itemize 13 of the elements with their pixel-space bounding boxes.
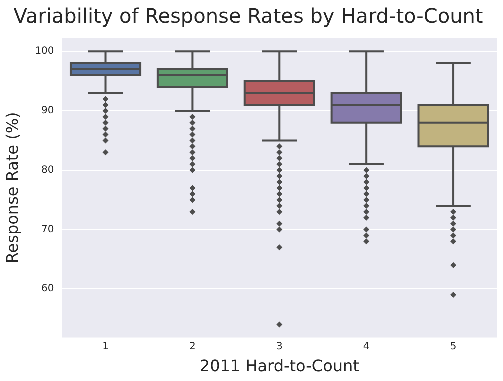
x-tick-label: 4 [363, 341, 370, 352]
y-tick-label: 70 [42, 224, 54, 236]
chart-title: Variability of Response Rates by Hard-to-Count [14, 4, 484, 28]
x-tick-label: 2 [190, 341, 196, 352]
y-axis-title: Response Rate (%) [2, 112, 22, 264]
x-tick-label: 1 [102, 341, 109, 352]
x-tick-label: 5 [450, 341, 457, 352]
y-tick-label: 60 [42, 284, 54, 295]
x-axis-title: 2011 Hard-to-Count [200, 356, 360, 376]
x-tick-label: 3 [276, 341, 283, 352]
y-tick-label: 90 [42, 106, 54, 117]
y-tick-label: 80 [42, 164, 54, 176]
y-tick-label: 100 [35, 46, 54, 58]
